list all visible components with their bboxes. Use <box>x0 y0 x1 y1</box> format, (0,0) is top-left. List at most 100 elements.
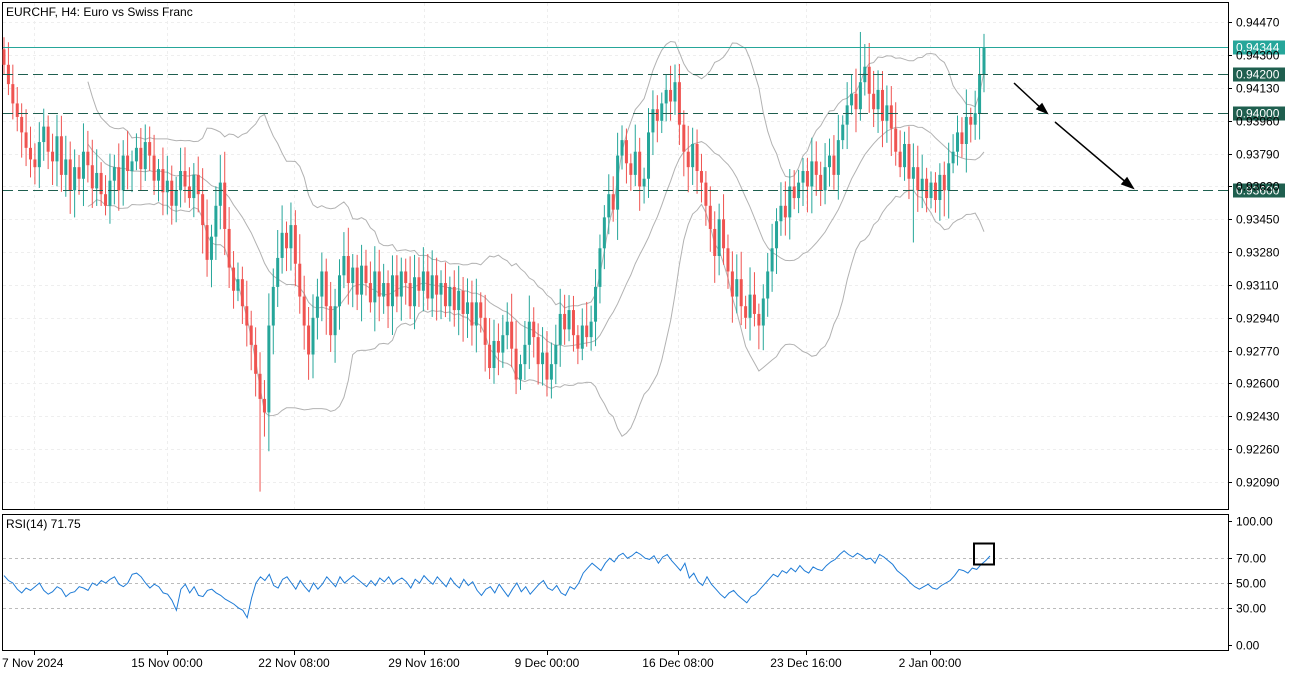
candle-body <box>390 275 394 307</box>
candle-body <box>933 182 937 200</box>
candle-body <box>46 126 50 152</box>
candle-body <box>443 283 447 307</box>
candle-body <box>629 163 633 175</box>
candle-body <box>960 132 964 144</box>
candle-body <box>611 194 615 210</box>
candle-body <box>576 335 580 349</box>
candle-body <box>439 283 443 295</box>
candle-body <box>664 89 668 104</box>
level-tag: 0.94200 <box>1236 68 1280 82</box>
chart-title: EURCHF, H4: Euro vs Swiss Franc <box>6 5 193 19</box>
candle-body <box>466 302 470 314</box>
price-tick-label: 0.92090 <box>1236 476 1280 490</box>
candle-body <box>880 89 884 121</box>
price-tick-label: 0.92940 <box>1236 312 1280 326</box>
time-axis: 7 Nov 2024 15 Nov 00:00 22 Nov 08:00 29 Nov… <box>2 651 962 670</box>
candle-body <box>37 142 41 168</box>
candle-body <box>655 109 659 121</box>
candle-body <box>183 171 187 187</box>
candle-body <box>157 169 161 181</box>
candle-body <box>174 190 178 206</box>
candle-body <box>713 228 717 256</box>
price-tick-label: 0.92260 <box>1236 443 1280 457</box>
candle-body <box>214 205 218 237</box>
candle-body <box>285 232 289 249</box>
candle-body <box>452 286 456 311</box>
candle-body <box>320 271 324 297</box>
candle-body <box>461 290 465 314</box>
forecast-arrow-1 <box>1013 82 1044 111</box>
candle-body <box>73 167 77 191</box>
candle-body <box>2 49 6 65</box>
candle-body <box>386 283 390 307</box>
candle-body <box>249 325 253 345</box>
candle-body <box>903 143 907 168</box>
candle-body <box>11 84 15 104</box>
candle-body <box>925 178 929 199</box>
candle-body <box>201 194 205 226</box>
rsi-tick-label: 70.00 <box>1236 552 1266 566</box>
candle-body <box>982 47 986 75</box>
candle-body <box>20 116 24 133</box>
candle-body <box>488 344 492 369</box>
time-tick-label: 15 Nov 00:00 <box>131 656 203 670</box>
candle-body <box>293 225 297 264</box>
forecast-arrows <box>1013 82 1135 190</box>
candle-body <box>77 167 81 179</box>
candle-body <box>682 124 686 152</box>
candle-body <box>218 182 222 206</box>
candle-body <box>788 186 792 218</box>
candle-body <box>24 132 28 148</box>
candle-body <box>240 279 244 307</box>
candle-body <box>399 271 403 297</box>
candle-body <box>346 256 350 284</box>
candle-body <box>254 344 258 374</box>
candle-body <box>726 248 730 272</box>
price-tick-label: 0.93960 <box>1236 115 1280 129</box>
candle-body <box>209 236 213 260</box>
main-pane-frame <box>2 2 1229 510</box>
candle-body <box>205 225 209 260</box>
candle-body <box>549 364 553 380</box>
candle-body <box>232 267 236 291</box>
candle-body <box>505 321 509 336</box>
candle-body <box>735 279 739 297</box>
candle-body <box>315 296 319 318</box>
candle-body <box>342 256 346 276</box>
candle-body <box>969 116 973 125</box>
candle-body <box>541 352 545 365</box>
candle-body <box>448 286 452 307</box>
candle-body <box>68 159 72 191</box>
candle-body <box>558 313 562 345</box>
candle-body <box>699 171 703 183</box>
candle-body <box>95 172 99 189</box>
rsi-tick-label: 50.00 <box>1236 577 1266 591</box>
forecast-arrowhead-1 <box>1035 102 1049 115</box>
candle-body <box>307 325 311 355</box>
candle-body <box>86 151 90 166</box>
candle-body <box>59 136 63 175</box>
level-tag-bg <box>1233 183 1285 198</box>
price-levels[interactable]: 0.94344 0.94200 0.94000 0.93600 <box>3 40 1285 198</box>
candle-body <box>435 275 439 295</box>
candle-body <box>814 161 818 175</box>
time-tick-label: 9 Dec 00:00 <box>515 656 580 670</box>
candle-body <box>421 271 425 291</box>
candle-body <box>42 126 46 143</box>
price-tick-label: 0.94470 <box>1236 16 1280 30</box>
candle-body <box>836 140 840 175</box>
candle-body <box>192 174 196 199</box>
candle-body <box>483 317 487 345</box>
candle-body <box>280 232 284 258</box>
candle-body <box>337 275 341 307</box>
time-tick-label: 16 Dec 08:00 <box>642 656 714 670</box>
candle-body <box>801 171 805 183</box>
candle-body <box>527 321 531 345</box>
candle-body <box>951 151 955 164</box>
candle-body <box>761 298 765 326</box>
candle-body <box>779 205 783 222</box>
candle-body <box>823 167 827 191</box>
candle-body <box>496 340 500 353</box>
candle-body <box>845 105 849 125</box>
